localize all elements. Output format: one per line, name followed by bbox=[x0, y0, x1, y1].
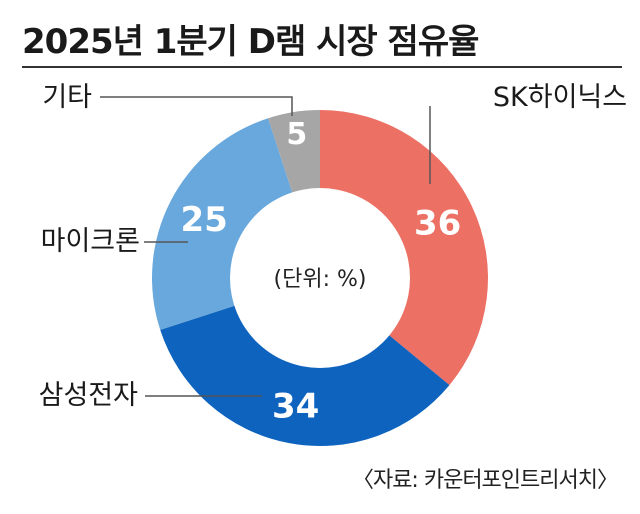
title-divider bbox=[22, 66, 622, 68]
slice-value-label: 36 bbox=[414, 204, 461, 244]
slice-value-label: 34 bbox=[272, 387, 319, 427]
slice-category-label: 기타 bbox=[42, 82, 92, 113]
slice-category-label: 삼성전자 bbox=[39, 380, 139, 411]
slice-value-label: 25 bbox=[181, 200, 228, 240]
slice-category-label: SK하이닉스 bbox=[493, 82, 627, 113]
leader-line bbox=[100, 96, 293, 116]
source-note: 〈자료: 카운터포인트리서치〉 bbox=[351, 468, 619, 493]
center-unit-label: (단위: %) bbox=[274, 267, 367, 292]
chart-title: 2025년 1분기 D램 시장 점유율 bbox=[22, 22, 479, 62]
donut-hole bbox=[230, 188, 410, 368]
slice-category-label: 마이크론 bbox=[41, 226, 140, 257]
slice-value-label: 5 bbox=[286, 117, 307, 152]
